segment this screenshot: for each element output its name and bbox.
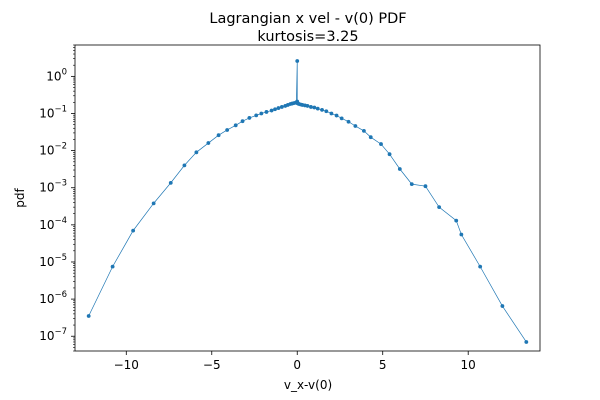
data-point bbox=[110, 264, 115, 269]
data-point bbox=[379, 142, 383, 146]
data-point bbox=[397, 167, 402, 171]
data-point bbox=[387, 152, 392, 157]
data-point bbox=[312, 105, 317, 110]
x-tick-label: 0 bbox=[293, 358, 301, 372]
data-point bbox=[216, 133, 221, 138]
plot-frame bbox=[74, 44, 541, 352]
data-point bbox=[423, 184, 428, 189]
data-point bbox=[324, 109, 329, 114]
y-tick-label: 10−3 bbox=[39, 179, 67, 195]
data-point bbox=[409, 182, 414, 187]
data-point bbox=[240, 119, 245, 124]
data-point bbox=[151, 201, 156, 206]
data-point bbox=[276, 106, 281, 110]
data-point bbox=[182, 163, 187, 168]
data-point bbox=[524, 340, 529, 344]
data-point bbox=[295, 59, 300, 63]
data-point bbox=[320, 108, 324, 112]
y-tick-label: 100 bbox=[46, 67, 67, 83]
y-tick-label: 10−4 bbox=[39, 216, 67, 232]
y-axis: 10−7 10−6 10−5 10−4 10−3 10−2 10−1 100 bbox=[39, 44, 75, 352]
data-point bbox=[254, 113, 259, 118]
chart-subtitle: kurtosis=3.25 bbox=[257, 29, 358, 45]
series-line-0 bbox=[88, 60, 527, 343]
data-point bbox=[168, 181, 173, 185]
data-point bbox=[273, 107, 277, 112]
data-point bbox=[86, 314, 91, 318]
y-tick-label: 10−5 bbox=[39, 253, 67, 269]
data-point bbox=[305, 104, 310, 108]
data-point bbox=[459, 232, 464, 237]
data-point bbox=[269, 108, 274, 113]
data-point bbox=[194, 150, 199, 155]
data-point bbox=[362, 128, 366, 133]
data-point bbox=[264, 110, 269, 114]
data-point bbox=[279, 105, 284, 109]
data-point bbox=[353, 124, 358, 128]
y-tick-label: 10−2 bbox=[39, 142, 67, 158]
data-point bbox=[329, 111, 334, 116]
data-point bbox=[225, 128, 230, 132]
data-point bbox=[339, 116, 344, 121]
data-point bbox=[259, 111, 264, 116]
x-tick-label: −10 bbox=[114, 358, 139, 372]
data-point bbox=[233, 123, 238, 128]
data-point bbox=[315, 106, 320, 111]
x-tick-label: 5 bbox=[379, 358, 387, 372]
y-tick-label: 10−7 bbox=[39, 327, 67, 343]
chart-title: Lagrangian x vel - v(0) PDF bbox=[209, 11, 406, 27]
data-point bbox=[437, 205, 442, 210]
data-point bbox=[368, 135, 373, 140]
data-point bbox=[334, 113, 339, 118]
x-tick-label: 10 bbox=[461, 358, 476, 372]
data-point bbox=[346, 119, 351, 124]
data-point bbox=[500, 304, 505, 308]
data-point bbox=[206, 141, 211, 145]
data-point bbox=[454, 218, 459, 223]
x-axis: −10 −5 0 5 10 bbox=[114, 351, 476, 372]
x-axis-label: v_x-v(0) bbox=[284, 378, 332, 392]
y-tick-label: 10−1 bbox=[39, 104, 67, 120]
data-point bbox=[131, 228, 136, 233]
data-point bbox=[247, 116, 252, 120]
plot-area bbox=[74, 44, 541, 352]
data-point bbox=[478, 264, 483, 269]
y-tick-label: 10−6 bbox=[39, 290, 67, 306]
x-tick-label: −5 bbox=[203, 358, 221, 372]
y-axis-label: pdf bbox=[13, 188, 27, 208]
data-point bbox=[309, 105, 313, 109]
